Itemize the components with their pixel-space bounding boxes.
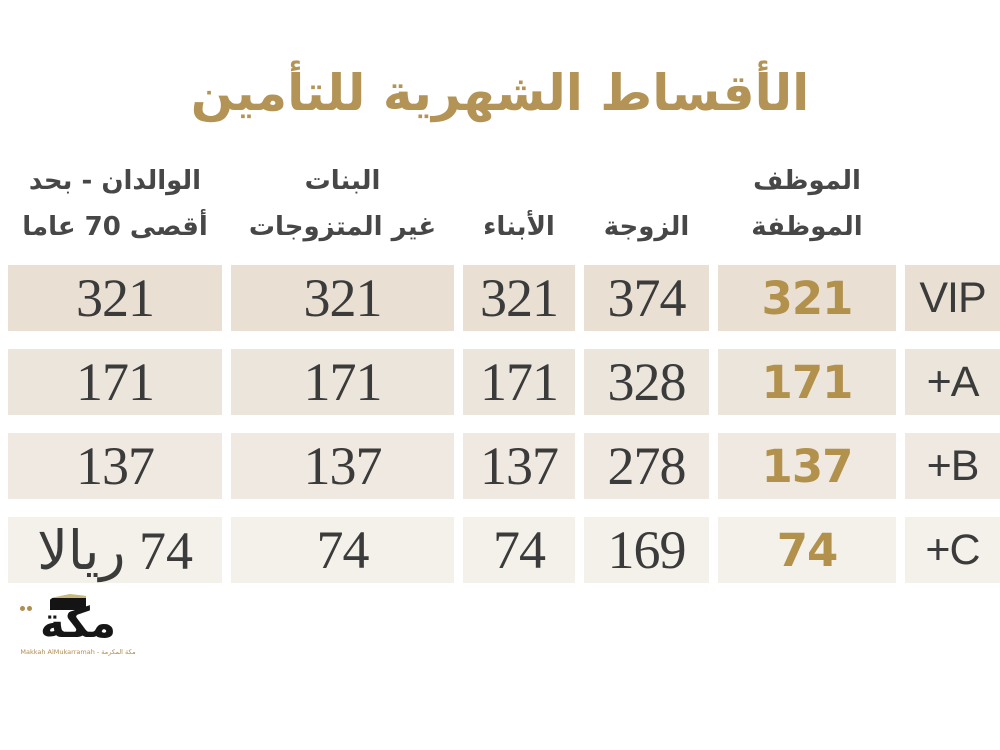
cell-daughters: 321 (231, 265, 454, 331)
logo-tagline: Makkah AlMukarramah - مكة المكرمة (20, 648, 136, 656)
col-header-parents: الوالدان - بحد أقصى 70 عاما (8, 158, 222, 250)
col-header-wife: الزوجة (584, 204, 709, 250)
logo-wordmark: مكة (40, 598, 118, 647)
col-header-daughters-line1: البنات (304, 166, 381, 196)
col-header-daughters: البنات غير المتزوجات (231, 158, 454, 250)
table-row-a: +A 171 328 171 171 171 (8, 349, 1000, 415)
col-header-daughters-line2: غير المتزوجات (248, 212, 437, 242)
cell-category: +B (905, 433, 1000, 499)
table-header-row: الموظف الموظفة الزوجة الأبناء البنات غير… (8, 158, 1000, 250)
cell-category: +C (905, 517, 1000, 583)
col-header-wife-label: الزوجة (603, 212, 690, 242)
table-row-vip: VIP 321 374 321 321 321 (8, 265, 1000, 331)
col-header-employee: الموظف الموظفة (718, 158, 896, 250)
col-header-sons: الأبناء (463, 204, 575, 250)
cell-parents: 171 (8, 349, 222, 415)
cell-parents: 74 ريالا (8, 517, 222, 583)
cell-wife: 328 (584, 349, 709, 415)
cell-employee: 171 (718, 349, 896, 415)
table-row-b: +B 137 278 137 137 137 (8, 433, 1000, 499)
page-title: الأقساط الشهرية للتأمين (190, 64, 811, 122)
cell-employee: 321 (718, 265, 896, 331)
cell-sons: 74 (463, 517, 575, 583)
logo-dots-icon (20, 596, 34, 611)
cell-sons: 321 (463, 265, 575, 331)
cell-category: +A (905, 349, 1000, 415)
col-header-employee-line2: الموظفة (751, 212, 863, 242)
premiums-table: الموظف الموظفة الزوجة الأبناء البنات غير… (8, 158, 1000, 601)
cell-daughters: 171 (231, 349, 454, 415)
cell-parents: 321 (8, 265, 222, 331)
cell-wife: 374 (584, 265, 709, 331)
cell-employee: 74 (718, 517, 896, 583)
col-header-parents-line1: الوالدان - بحد (28, 166, 202, 196)
col-header-employee-line1: الموظف (753, 166, 861, 196)
makkah-newspaper-logo: مكة Makkah AlMukarramah - مكة المكرمة (12, 594, 152, 664)
cell-sons: 137 (463, 433, 575, 499)
col-header-parents-line2: أقصى 70 عاما (22, 212, 208, 242)
cell-employee: 137 (718, 433, 896, 499)
cell-sons: 171 (463, 349, 575, 415)
col-header-sons-label: الأبناء (483, 212, 555, 242)
cell-wife: 169 (584, 517, 709, 583)
cell-parents: 137 (8, 433, 222, 499)
cell-daughters: 137 (231, 433, 454, 499)
cell-wife: 278 (584, 433, 709, 499)
kaaba-icon (50, 594, 86, 610)
cell-daughters: 74 (231, 517, 454, 583)
table-row-c: +C 74 169 74 74 74 ريالا (8, 517, 1000, 583)
cell-category: VIP (905, 265, 1000, 331)
